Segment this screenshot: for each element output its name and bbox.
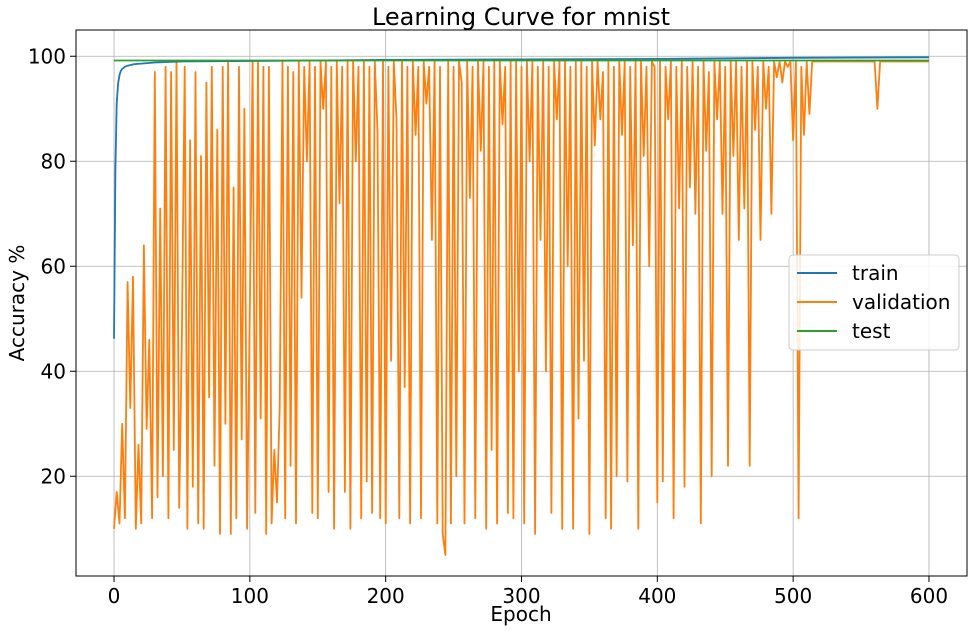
x-tick-label: 0 (108, 584, 121, 608)
x-tick-label: 200 (367, 584, 405, 608)
x-tick-label: 500 (774, 584, 812, 608)
y-tick-label: 40 (41, 359, 66, 383)
x-tick-label: 100 (231, 584, 269, 608)
x-tick-label: 400 (638, 584, 676, 608)
y-tick-label: 100 (28, 44, 66, 68)
y-axis-title: Accuracy % (5, 245, 29, 362)
y-tick-label: 80 (41, 149, 66, 173)
legend: train validation test (788, 254, 960, 351)
chart-title: Learning Curve for mnist (372, 3, 670, 31)
x-tick-label: 300 (502, 584, 540, 608)
y-axis-ticks: 20 40 60 80 100 (28, 44, 76, 488)
x-tick-label: 600 (910, 584, 948, 608)
y-tick-label: 60 (41, 254, 66, 278)
x-axis-title: Epoch (490, 602, 551, 626)
legend-label-test: test (852, 319, 891, 343)
series-group (113, 56, 930, 556)
legend-label-validation: validation (852, 290, 950, 314)
series-line-train (113, 56, 930, 339)
x-axis-ticks: 0 100 200 300 400 500 600 (108, 576, 948, 608)
y-tick-label: 20 (41, 464, 66, 488)
series-line-validation (113, 60, 929, 556)
legend-label-train: train (852, 261, 899, 285)
legend-box (788, 254, 960, 351)
